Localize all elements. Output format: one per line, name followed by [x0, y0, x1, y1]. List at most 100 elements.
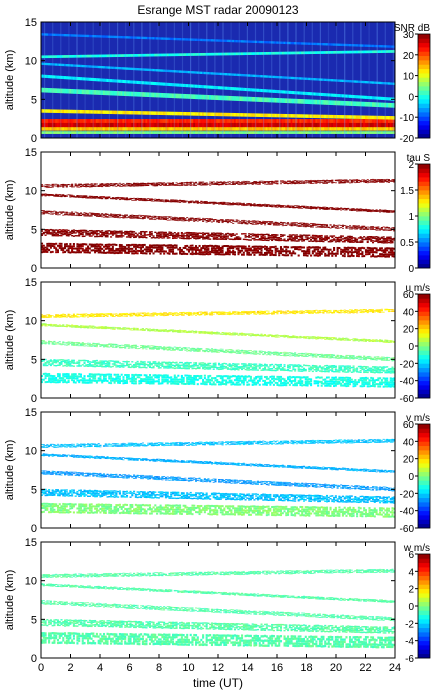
y-tick-label-w-10: 10	[25, 576, 37, 588]
layer-u-1	[41, 358, 395, 374]
y-tick-label-v-0: 0	[31, 523, 37, 535]
colorbar-tick-label-w--6: -6	[405, 654, 414, 665]
layer-w-3	[41, 583, 395, 603]
colorbar-tick-label-w-6: 6	[408, 550, 414, 561]
layer-tau-2	[41, 210, 395, 232]
y-tick-label-w-5: 5	[31, 614, 37, 626]
layer-w-2	[41, 600, 395, 622]
x-tick-label-20: 20	[330, 662, 342, 674]
colorbar-label-v: v m/s	[406, 413, 430, 424]
figure-title: Esrange MST radar 20090123	[137, 3, 299, 17]
colorbar-w: -6 -4 -2 0 2 4 6w m/s	[403, 543, 431, 665]
colorbar-frame-snr	[417, 33, 431, 139]
layer-u-0	[41, 372, 395, 388]
colorbar-tick-label-tau-1.5: 1.5	[400, 186, 414, 197]
x-tick-label-8: 8	[156, 662, 162, 674]
layer-tau-4	[41, 178, 395, 189]
x-tick-label-12: 12	[212, 662, 224, 674]
colorbar-tick-label-v--40: -40	[400, 507, 415, 518]
layer-w-1	[41, 619, 395, 634]
colorbar-tick-label-snr--10: -10	[400, 113, 415, 124]
colorbar-tick-label-tau-1: 1	[408, 212, 414, 223]
y-tick-label-u-15: 15	[25, 277, 37, 289]
layer-snr-8	[41, 50, 395, 59]
y-axis-label-v: altitude (km)	[4, 440, 16, 501]
layer-v-2	[41, 470, 395, 492]
plot-area-v	[41, 438, 395, 518]
colorbar-tick-label-u-20: 20	[403, 325, 415, 336]
plot-area-tau	[41, 178, 395, 258]
colorbar-tick-label-snr-10: 10	[403, 72, 415, 83]
layer-v-3	[41, 453, 395, 473]
layer-v-0	[41, 502, 395, 518]
x-tick-label-14: 14	[241, 662, 253, 674]
colorbar-tick-label-v-60: 60	[403, 420, 415, 431]
colorbar-tick-label-w-4: 4	[408, 567, 414, 578]
layer-snr-7	[41, 62, 395, 85]
layer-snr-2	[41, 122, 395, 128]
colorbar-tick-label-u-0: 0	[408, 342, 414, 353]
y-tick-label-tau-10: 10	[25, 186, 37, 198]
y-tick-label-u-10: 10	[25, 316, 37, 328]
y-axis-label-snr: altitude (km)	[4, 50, 16, 111]
y-axis-label-w: altitude (km)	[4, 570, 16, 631]
x-tick-label-6: 6	[126, 662, 132, 674]
y-tick-label-v-10: 10	[25, 446, 37, 458]
colorbar-tick-label-snr-0: 0	[408, 92, 414, 103]
layer-u-3	[41, 323, 395, 343]
colorbar-tick-label-snr--20: -20	[400, 134, 415, 145]
y-tick-label-w-15: 15	[25, 537, 37, 549]
y-tick-label-tau-15: 15	[25, 147, 37, 159]
y-tick-label-snr-15: 15	[25, 17, 37, 29]
y-axis-label-tau: altitude (km)	[4, 180, 16, 241]
layer-w-0	[41, 632, 395, 649]
x-axis-label: time (UT)	[193, 676, 243, 690]
y-tick-label-v-15: 15	[25, 407, 37, 419]
streaks-snr	[44, 22, 394, 138]
layer-tau-1	[41, 228, 395, 244]
plot-area-w	[41, 568, 395, 649]
x-tick-label-10: 10	[182, 662, 194, 674]
colorbar-tick-label-w-0: 0	[408, 602, 414, 613]
colorbar-tick-label-w--4: -4	[405, 637, 414, 648]
layer-snr-3	[41, 119, 395, 123]
y-tick-label-u-5: 5	[31, 354, 37, 366]
layer-snr-0	[41, 131, 395, 134]
y-tick-label-w-0: 0	[31, 653, 37, 665]
colorbar-tick-label-v-40: 40	[403, 437, 415, 448]
colorbar-u: -60 -40 -20 0 20 40 60u m/s	[400, 283, 431, 405]
x-tick-label-22: 22	[359, 662, 371, 674]
colorbar-tick-label-v--60: -60	[400, 524, 415, 535]
plot-area-u	[41, 308, 395, 388]
layer-snr-4	[41, 109, 395, 120]
y-tick-label-snr-10: 10	[25, 56, 37, 68]
panel-v: 0 5 10 15 altitude (km) -60 -40 -20 0 20 40 60v m/s	[4, 407, 431, 535]
layer-u-2	[41, 340, 395, 362]
colorbar-tick-label-u-40: 40	[403, 307, 415, 318]
colorbar-tick-label-u--40: -40	[400, 377, 415, 388]
plot-area-snr	[41, 22, 395, 138]
y-axis-label-u: altitude (km)	[4, 310, 16, 371]
layer-tau-3	[41, 193, 395, 213]
y-tick-label-snr-5: 5	[31, 94, 37, 106]
colorbar-tick-label-snr-30: 30	[403, 30, 415, 41]
x-tick-label-24: 24	[389, 662, 401, 674]
layer-snr-5	[41, 87, 395, 108]
colorbar-label-w: w m/s	[403, 543, 430, 554]
colorbar-label-tau: tau S	[407, 153, 431, 164]
colorbar-tick-label-v-0: 0	[408, 472, 414, 483]
layer-w-4	[41, 568, 395, 578]
x-tick-label-2: 2	[67, 662, 73, 674]
panel-u: 0 5 10 15 altitude (km) -60 -40 -20 0 20 40 60u m/s	[4, 277, 431, 405]
colorbar-label-snr: SNR dB	[394, 23, 430, 34]
layer-snr-1	[41, 126, 395, 131]
colorbar-tick-label-u-60: 60	[403, 290, 415, 301]
x-tick-label-16: 16	[271, 662, 283, 674]
y-tick-label-snr-0: 0	[31, 133, 37, 145]
x-tick-label-0: 0	[38, 662, 44, 674]
colorbar-tick-label-v--20: -20	[400, 489, 415, 500]
